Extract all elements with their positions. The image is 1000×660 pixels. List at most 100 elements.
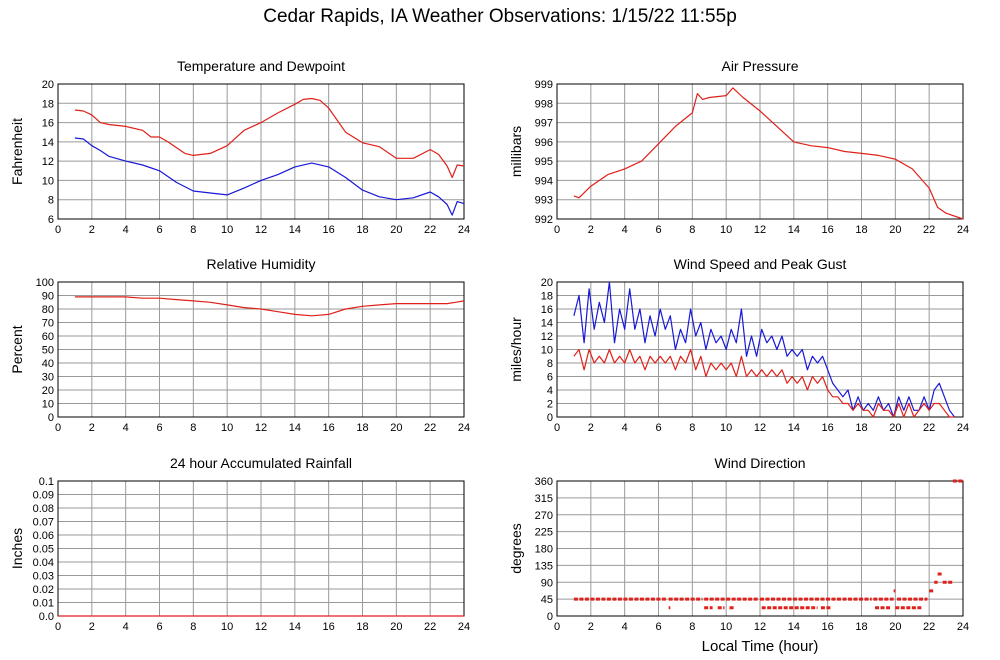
- y-tick-label: 6: [48, 214, 54, 226]
- rain-title: 24 hour Accumulated Rainfall: [170, 455, 352, 471]
- x-tick-label: 2: [588, 224, 594, 236]
- y-tick-label: 315: [535, 493, 553, 505]
- y-tick-label: 0: [547, 412, 553, 424]
- x-tick-label: 6: [655, 621, 661, 633]
- y-tick-label: 16: [42, 118, 54, 130]
- y-tick-label: 994: [535, 175, 553, 187]
- y-tick-label: 30: [42, 372, 54, 384]
- y-tick-label: 0.0: [39, 611, 54, 623]
- humidity-plot-frame: [57, 281, 465, 418]
- y-tick-label: 180: [535, 544, 553, 556]
- x-tick-label: 20: [889, 621, 901, 633]
- y-tick-label: 20: [42, 385, 54, 397]
- x-tick-label: 14: [289, 422, 301, 434]
- y-tick-label: 90: [541, 577, 553, 589]
- x-tick-label: 20: [889, 224, 901, 236]
- y-tick-label: 0: [547, 611, 553, 623]
- winddir-title: Wind Direction: [714, 455, 805, 471]
- y-tick-label: 40: [42, 358, 54, 370]
- x-tick-label: 24: [957, 621, 969, 633]
- x-tick-label: 16: [822, 621, 834, 633]
- y-tick-label: 996: [535, 137, 553, 149]
- y-tick-label: 60: [42, 331, 54, 343]
- wind-plot-frame: [556, 281, 964, 418]
- y-tick-label: 0.1: [39, 476, 54, 488]
- x-tick-label: 22: [923, 621, 935, 633]
- x-tick-label: 0: [55, 621, 61, 633]
- pressure-series-red: [573, 87, 964, 220]
- x-tick-label: 2: [89, 224, 95, 236]
- x-tick-label: 10: [720, 422, 732, 434]
- y-tick-label: 18: [42, 98, 54, 110]
- x-tick-label: 0: [55, 422, 61, 434]
- y-tick-label: 8: [48, 195, 54, 207]
- y-tick-label: 14: [42, 137, 54, 149]
- x-tick-label: 12: [754, 224, 766, 236]
- winddir-ylabel: degrees: [508, 523, 524, 574]
- y-tick-label: 80: [42, 304, 54, 316]
- y-tick-label: 135: [535, 560, 553, 572]
- y-tick-label: 0.02: [33, 584, 54, 596]
- winddir-plot-frame: [556, 480, 964, 617]
- pressure-chart: 0 2 4 6 8 10 12 14 16 18 20 22 249929939949959969979…: [508, 58, 969, 236]
- wind-series-blue: [573, 281, 955, 418]
- x-tick-label: 10: [720, 224, 732, 236]
- x-tick-label: 14: [289, 621, 301, 633]
- x-tick-label: 8: [190, 224, 196, 236]
- y-tick-label: 0.01: [33, 598, 54, 610]
- x-tick-label: 14: [788, 224, 800, 236]
- page-title: Cedar Rapids, IA Weather Observations: 1…: [263, 6, 737, 27]
- humidity-chart: 0 2 4 6 8 10 12 14 16 18 20 22 240102030405060708090…: [9, 256, 470, 434]
- y-tick-label: 0.08: [33, 503, 54, 515]
- y-tick-label: 20: [541, 277, 553, 289]
- x-tick-label: 18: [356, 422, 368, 434]
- temp-series-red: [74, 97, 465, 179]
- x-tick-label: 24: [957, 422, 969, 434]
- x-tick-label: 4: [622, 621, 628, 633]
- y-tick-label: 0.05: [33, 544, 54, 556]
- x-tick-label: 4: [123, 422, 129, 434]
- x-tick-label: 0: [554, 422, 560, 434]
- y-tick-label: 12: [541, 331, 553, 343]
- y-tick-label: 12: [42, 156, 54, 168]
- x-tick-label: 24: [458, 224, 470, 236]
- y-tick-label: 997: [535, 118, 553, 130]
- x-tick-label: 18: [855, 224, 867, 236]
- pressure-plot-frame: [556, 83, 964, 220]
- x-tick-label: 22: [424, 621, 436, 633]
- x-tick-label: 6: [655, 422, 661, 434]
- y-tick-label: 16: [541, 304, 553, 316]
- y-tick-label: 0.07: [33, 517, 54, 529]
- x-tick-label: 8: [689, 422, 695, 434]
- temp-series-blue: [74, 137, 465, 216]
- humidity-series-red: [74, 296, 465, 317]
- x-tick-label: 20: [390, 224, 402, 236]
- x-tick-label: 2: [588, 621, 594, 633]
- y-tick-label: 0.03: [33, 571, 54, 583]
- y-tick-label: 0.06: [33, 530, 54, 542]
- x-tick-label: 6: [156, 422, 162, 434]
- x-tick-label: 16: [822, 224, 834, 236]
- y-tick-label: 8: [547, 358, 553, 370]
- x-tick-label: 10: [221, 422, 233, 434]
- y-tick-label: 50: [42, 345, 54, 357]
- y-tick-label: 360: [535, 476, 553, 488]
- y-tick-label: 45: [541, 594, 553, 606]
- x-tick-label: 4: [123, 621, 129, 633]
- wind-ylabel: miles/hour: [508, 317, 524, 382]
- x-tick-label: 10: [720, 621, 732, 633]
- temp-chart: 0 2 4 6 8 10 12 14 16 18 20 22 2468101214161820Tempe…: [9, 58, 470, 236]
- y-tick-label: 6: [547, 372, 553, 384]
- x-tick-label: 6: [655, 224, 661, 236]
- temp-title: Temperature and Dewpoint: [177, 58, 345, 74]
- y-tick-label: 2: [547, 399, 553, 411]
- x-tick-label: 2: [89, 621, 95, 633]
- x-tick-label: 12: [255, 224, 267, 236]
- x-tick-label: 6: [156, 621, 162, 633]
- rain-ylabel: Inches: [9, 528, 25, 569]
- y-tick-label: 20: [42, 79, 54, 91]
- y-tick-label: 14: [541, 318, 553, 330]
- x-tick-label: 2: [89, 422, 95, 434]
- x-tick-label: 16: [822, 422, 834, 434]
